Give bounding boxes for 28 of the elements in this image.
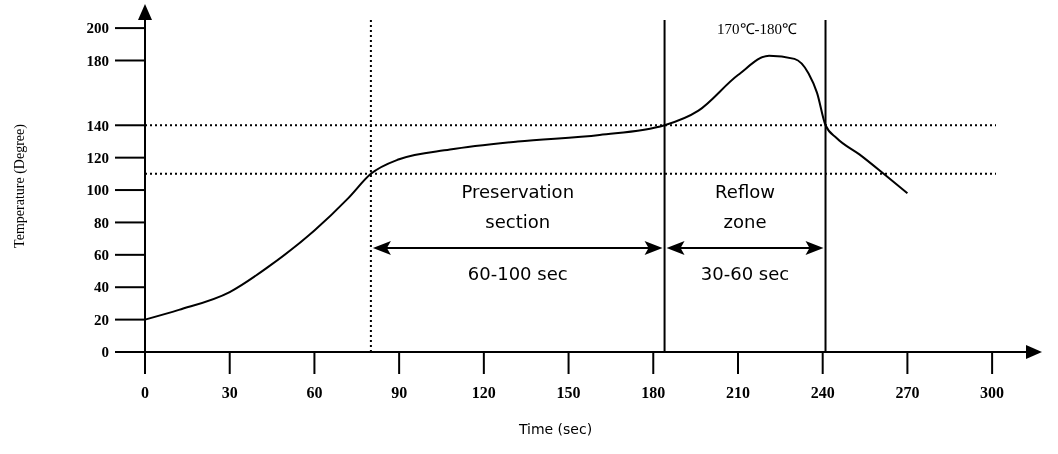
y-tick-label: 80 [94, 214, 109, 231]
x-tick-label: 180 [641, 384, 666, 401]
x-tick-label: 300 [980, 384, 1005, 401]
y-tick-label: 60 [94, 247, 109, 264]
x-tick-label: 150 [556, 384, 581, 401]
y-tick-label: 140 [86, 117, 109, 134]
y-axis-title: Temperature (Degree) [12, 123, 28, 248]
x-tick-label: 0 [141, 384, 149, 401]
x-axis-title: Time (sec) [517, 421, 593, 437]
y-tick-label: 40 [94, 279, 109, 296]
y-tick-label: 180 [86, 52, 109, 69]
y-tick-label: 0 [101, 344, 109, 361]
annotation: 60-100 sec [467, 263, 568, 284]
annotation: 30-60 sec [700, 263, 790, 284]
y-tick-label: 20 [94, 311, 109, 328]
x-tick-label: 240 [810, 384, 835, 401]
y-tick-label: 200 [86, 20, 109, 37]
x-tick-label: 30 [221, 384, 238, 401]
y-tick-label: 120 [86, 149, 109, 166]
x-tick-label: 120 [471, 384, 496, 401]
annotation: Preservation section [461, 181, 575, 232]
x-tick-label: 60 [306, 384, 323, 401]
x-tick-label: 90 [391, 384, 408, 401]
annotation: Reflow zone [715, 181, 775, 232]
x-tick-label: 210 [725, 384, 750, 401]
x-tick-label: 270 [895, 384, 920, 401]
y-tick-label: 100 [86, 182, 109, 199]
annotation: 170℃-180℃ [717, 20, 798, 37]
